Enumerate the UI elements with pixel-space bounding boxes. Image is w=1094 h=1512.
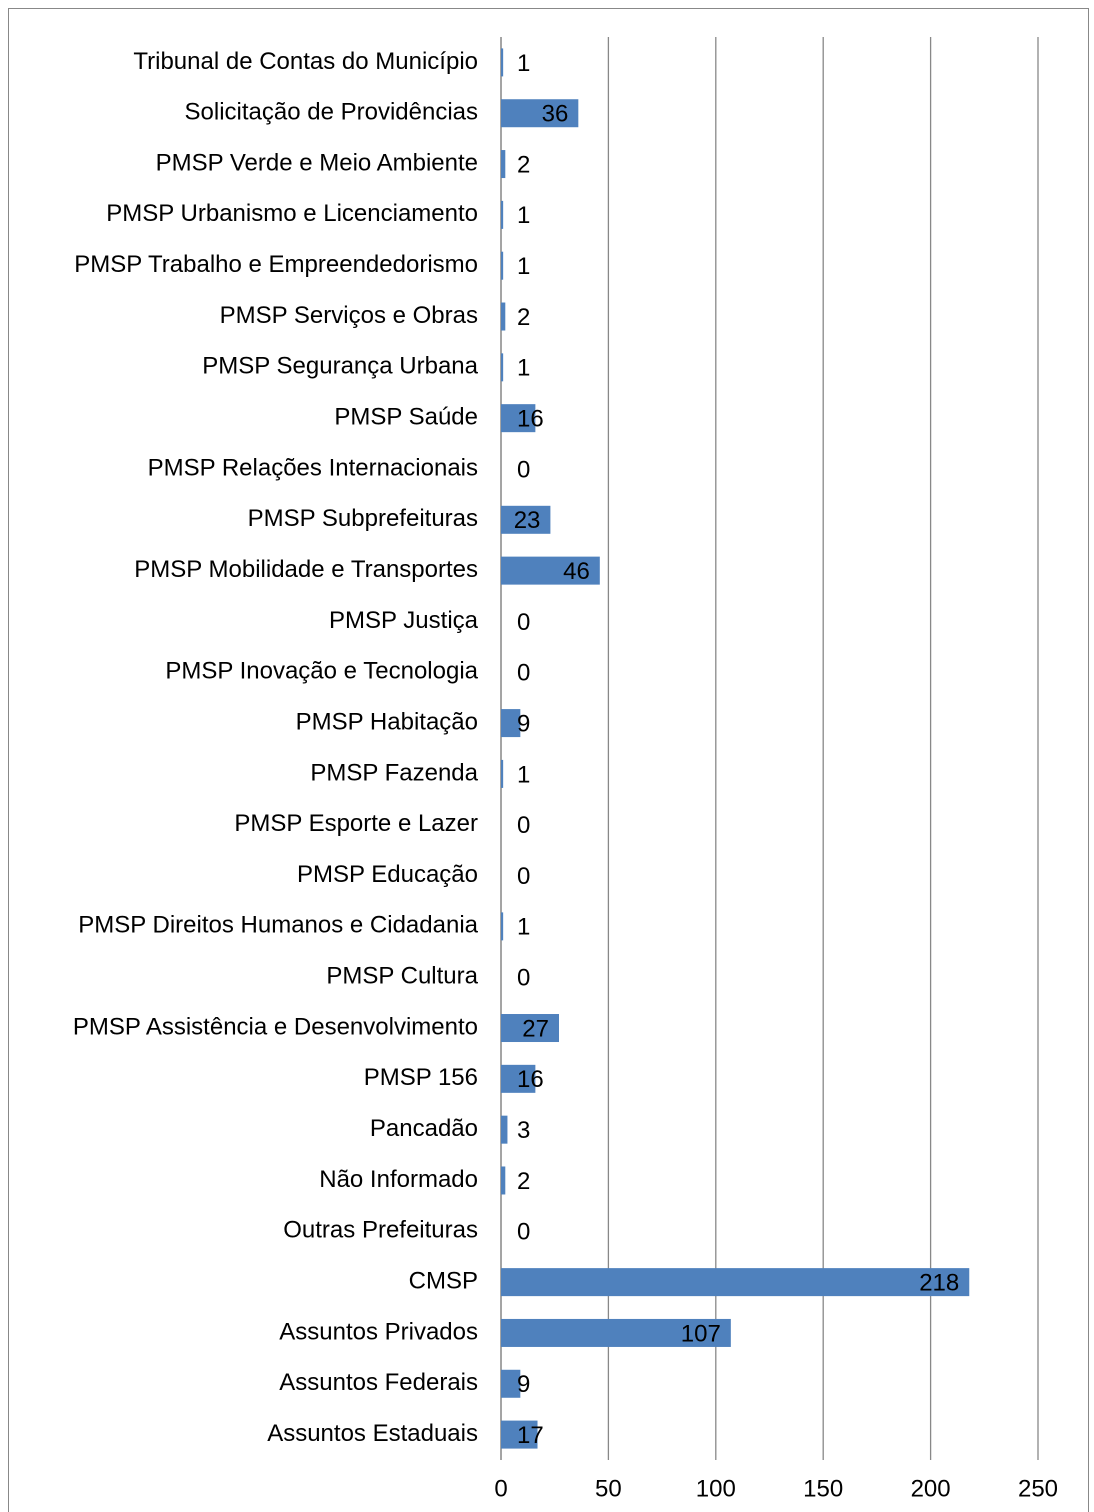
y-tick-label: PMSP Urbanismo e Licenciamento <box>106 200 478 227</box>
data-label: 0 <box>517 456 530 483</box>
data-label: 16 <box>517 406 544 433</box>
data-label: 23 <box>514 507 541 534</box>
data-label: 1 <box>517 761 530 788</box>
data-label: 0 <box>517 660 530 687</box>
data-label: 16 <box>517 1066 544 1093</box>
data-label: 46 <box>563 558 590 585</box>
y-tick-label: Pancadão <box>370 1115 478 1142</box>
bar <box>501 251 504 280</box>
bar <box>501 556 600 585</box>
bar <box>501 759 504 788</box>
y-tick-label: PMSP Assistência e Desenvolvimento <box>73 1013 478 1040</box>
x-tick-label: 100 <box>696 1475 736 1502</box>
y-tick-label: Tribunal de Contas do Município <box>133 48 478 75</box>
data-label: 9 <box>517 710 530 737</box>
y-tick-label: PMSP Fazenda <box>310 759 478 786</box>
bar <box>501 912 504 941</box>
bar <box>501 48 504 77</box>
data-label: 1 <box>517 50 530 77</box>
data-label: 9 <box>517 1371 530 1398</box>
y-tick-label: Assuntos Federais <box>279 1369 478 1396</box>
bar <box>501 404 536 433</box>
data-label: 3 <box>517 1117 530 1144</box>
data-label: 2 <box>517 151 530 178</box>
y-tick-label: PMSP 156 <box>364 1064 478 1091</box>
y-tick-label: PMSP Serviços e Obras <box>220 302 478 329</box>
data-label: 0 <box>517 812 530 839</box>
y-tick-label: PMSP Habitação <box>296 708 478 735</box>
data-label: 0 <box>517 609 530 636</box>
y-tick-label: PMSP Direitos Humanos e Cidadania <box>78 912 478 939</box>
y-tick-label: Assuntos Privados <box>279 1318 478 1345</box>
data-label: 107 <box>681 1320 721 1347</box>
data-label: 2 <box>517 304 530 331</box>
bar <box>501 1268 970 1297</box>
x-tick-label: 200 <box>911 1475 951 1502</box>
bar <box>501 1064 536 1093</box>
data-label: 0 <box>517 863 530 890</box>
y-tick-label: PMSP Relações Internacionais <box>148 454 478 481</box>
bar <box>501 150 506 179</box>
x-tick-label: 150 <box>803 1475 843 1502</box>
data-label: 1 <box>517 914 530 941</box>
y-tick-label: Não Informado <box>319 1166 478 1193</box>
y-tick-label: CMSP <box>409 1267 478 1294</box>
bar <box>501 200 504 229</box>
y-tick-label: PMSP Saúde <box>334 404 478 431</box>
y-tick-label: PMSP Trabalho e Empreendedorismo <box>74 251 478 278</box>
data-label: 218 <box>919 1269 959 1296</box>
bar <box>501 505 551 534</box>
y-tick-label: PMSP Esporte e Lazer <box>234 810 478 837</box>
data-label: 1 <box>517 202 530 229</box>
bar <box>501 709 521 738</box>
data-label: 0 <box>517 1219 530 1246</box>
y-tick-label: PMSP Verde e Meio Ambiente <box>156 149 478 176</box>
y-tick-label: Solicitação de Providências <box>185 99 479 126</box>
y-tick-label: Outras Prefeituras <box>283 1217 478 1244</box>
data-label: 27 <box>522 1015 549 1042</box>
bar <box>501 1420 538 1449</box>
y-tick-label: PMSP Educação <box>297 861 478 888</box>
data-label: 17 <box>517 1422 544 1449</box>
y-tick-label: PMSP Subprefeituras <box>248 505 478 532</box>
chart-border <box>8 8 1089 1512</box>
data-label: 2 <box>517 1168 530 1195</box>
y-tick-label: PMSP Cultura <box>326 963 478 990</box>
data-label: 36 <box>542 101 569 128</box>
x-tick-label: 0 <box>494 1475 507 1502</box>
y-tick-label: PMSP Mobilidade e Transportes <box>134 556 478 583</box>
y-tick-label: PMSP Inovação e Tecnologia <box>165 658 478 685</box>
bar <box>501 1014 559 1043</box>
bar <box>501 302 506 331</box>
y-tick-label: PMSP Segurança Urbana <box>202 353 478 380</box>
y-tick-label: PMSP Justiça <box>329 607 479 634</box>
y-tick-label: Assuntos Estaduais <box>267 1420 478 1447</box>
bar <box>501 1318 731 1347</box>
bar <box>501 1369 521 1398</box>
data-label: 1 <box>517 253 530 280</box>
bar <box>501 99 579 128</box>
x-tick-label: 250 <box>1018 1475 1058 1502</box>
data-label: 0 <box>517 965 530 992</box>
bar <box>501 1166 506 1195</box>
x-tick-label: 50 <box>595 1475 622 1502</box>
bar <box>501 353 504 382</box>
data-label: 1 <box>517 355 530 382</box>
bar <box>501 1115 508 1144</box>
